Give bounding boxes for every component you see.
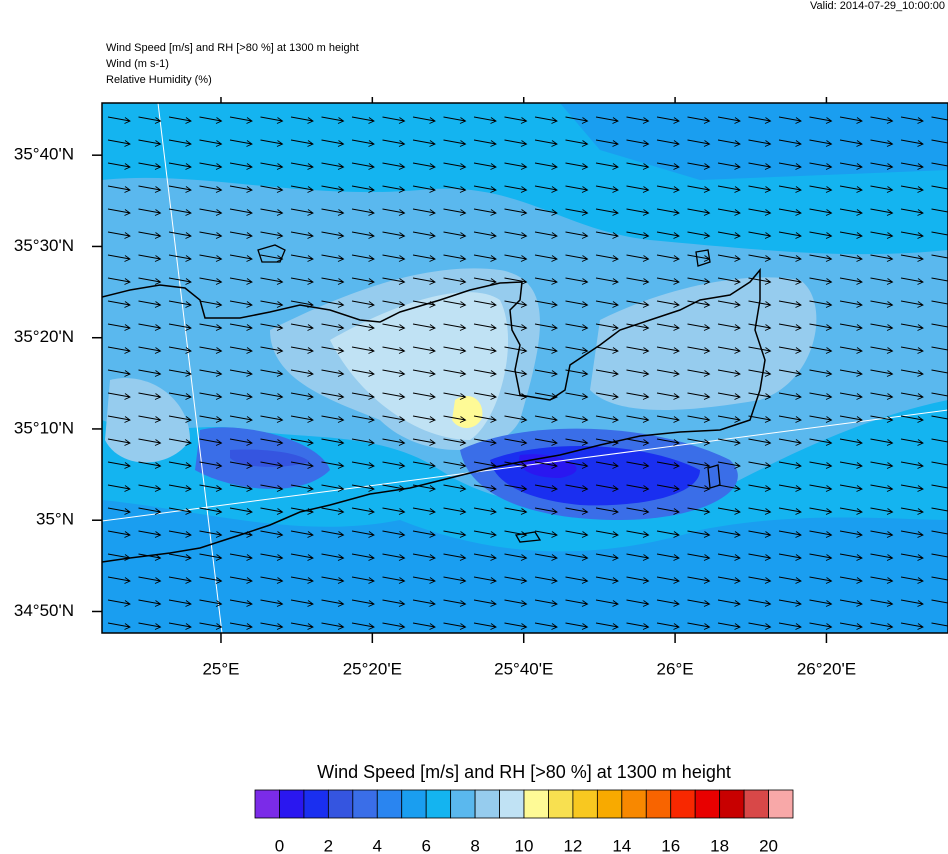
- colorbar-tick-label: 0: [275, 836, 284, 854]
- colorbar-swatch: [450, 789, 476, 819]
- colorbar-swatch: [499, 789, 525, 819]
- colorbar-swatch: [548, 789, 574, 819]
- colorbar-swatch: [425, 789, 452, 819]
- lon-label: 25°40'E: [494, 659, 553, 678]
- colorbar-swatch: [645, 789, 672, 819]
- colorbar-tick-label: 2: [324, 836, 333, 854]
- colorbar-tick-label: 8: [470, 836, 479, 854]
- map-frame: [101, 102, 948, 634]
- colorbar-swatch: [596, 789, 623, 819]
- map-field: [102, 103, 948, 633]
- colorbar-tick-label: 18: [710, 836, 729, 854]
- colorbar-swatch: [352, 789, 378, 819]
- colorbar-swatch: [572, 789, 598, 819]
- colorbar-swatch: [474, 789, 500, 819]
- colorbar-swatch: [670, 789, 696, 819]
- header-line: Wind (m s-1): [106, 58, 169, 70]
- valid-time: Valid: 2014-07-29_10:00:00: [810, 0, 945, 12]
- colorbar-tick-label: 14: [612, 836, 631, 854]
- colorbar-swatch: [327, 789, 354, 819]
- lat-label: 35°30'N: [14, 236, 74, 255]
- colorbar-swatch: [621, 789, 647, 819]
- colorbar-tick-label: 4: [373, 836, 382, 854]
- lat-label: 35°10'N: [14, 418, 74, 437]
- colorbar-swatch: [719, 789, 745, 819]
- lon-label: 25°E: [202, 659, 239, 678]
- lat-label: 35°20'N: [14, 327, 74, 346]
- colorbar-swatch: [743, 789, 769, 819]
- colorbar-swatch: [254, 789, 280, 819]
- colorbar-swatch: [376, 789, 403, 819]
- colorbar-tick-label: 10: [515, 836, 534, 854]
- colorbar-swatch: [401, 789, 427, 819]
- colorbar-swatch: [523, 789, 549, 819]
- colorbar-tick-label: 16: [661, 836, 680, 854]
- colorbar-title: Wind Speed [m/s] and RH [>80 %] at 1300 …: [317, 762, 731, 782]
- header-line: Wind Speed [m/s] and RH [>80 %] at 1300 …: [106, 42, 359, 54]
- header-line: Relative Humidity (%): [106, 74, 212, 86]
- colorbar-swatch: [694, 789, 721, 819]
- colorbar-swatch: [303, 789, 329, 819]
- colorbar-swatch: [768, 789, 794, 819]
- lat-label: 34°50'N: [14, 601, 74, 620]
- lon-label: 26°20'E: [797, 659, 856, 678]
- lat-label: 35°N: [36, 510, 74, 529]
- colorbar-tick-label: 12: [563, 836, 582, 854]
- lon-label: 25°20'E: [343, 659, 402, 678]
- lat-label: 35°40'N: [14, 145, 74, 164]
- colorbar-tick-label: 6: [421, 836, 430, 854]
- lon-label: 26°E: [657, 659, 694, 678]
- colorbar-swatch: [279, 789, 305, 819]
- colorbar-tick-label: 20: [759, 836, 778, 854]
